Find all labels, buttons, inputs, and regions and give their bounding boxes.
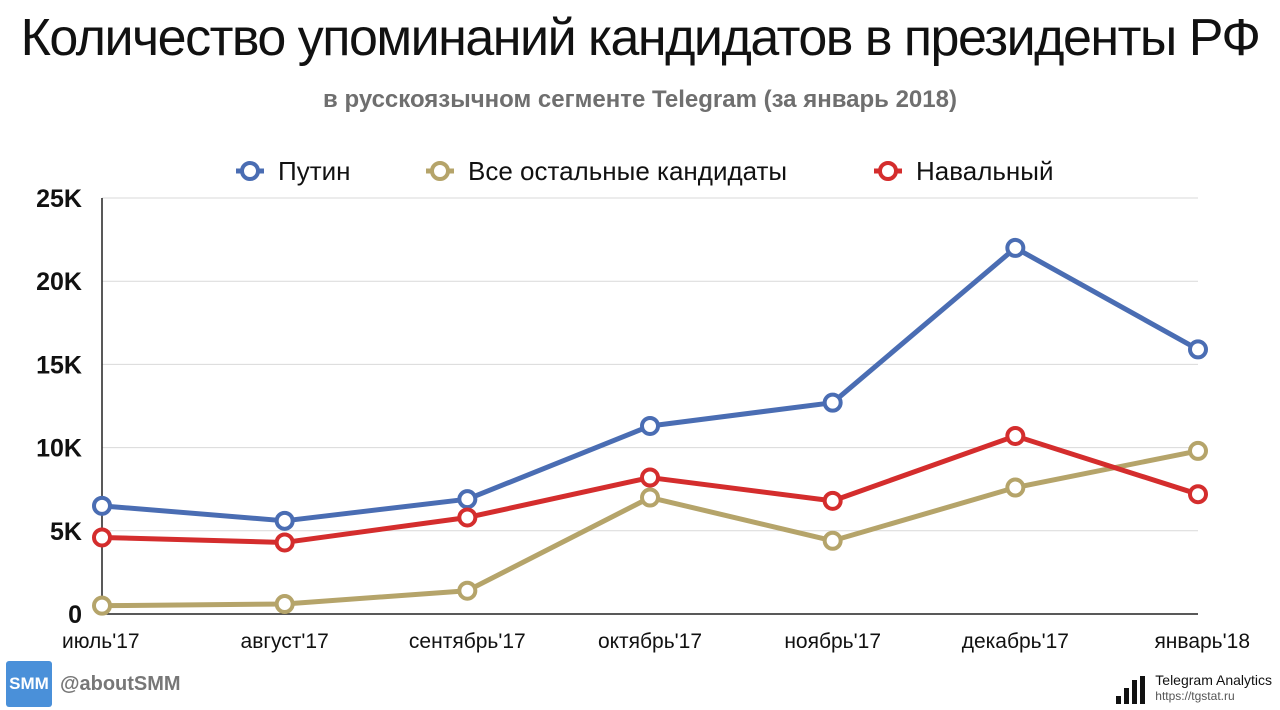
data-point	[92, 495, 112, 516]
source-name: Telegram Analytics	[1155, 672, 1272, 688]
y-tick-label: 5K	[50, 518, 82, 546]
data-point	[1005, 237, 1026, 258]
x-tick-label: октябрь'17	[598, 630, 702, 653]
x-tick-label: сентябрь'17	[409, 630, 526, 653]
data-point	[1005, 477, 1026, 498]
x-tick-label: август'17	[241, 630, 329, 653]
x-tick-label: декабрь'17	[962, 630, 1069, 653]
chart-subtitle: в русскоязычном сегменте Telegram (за ян…	[323, 86, 957, 113]
data-point	[822, 490, 843, 511]
data-point	[1005, 425, 1026, 446]
legend-swatch-marker	[430, 161, 450, 181]
data-point	[640, 467, 660, 488]
data-point	[274, 594, 295, 615]
data-point	[457, 580, 478, 601]
data-point	[274, 510, 295, 531]
y-tick-label: 15K	[36, 351, 82, 379]
author-handle: @aboutSMM	[60, 672, 181, 695]
author-badge: SMM @aboutSMM	[6, 660, 181, 708]
legend-label: Все остальные кандидаты	[468, 156, 787, 186]
data-point	[92, 595, 112, 616]
data-point	[92, 527, 112, 548]
data-point	[274, 532, 295, 553]
x-tick-label: ноябрь'17	[784, 630, 881, 653]
data-point	[822, 530, 843, 551]
y-tick-label: 10K	[36, 435, 82, 463]
legend-swatch-marker	[878, 161, 898, 181]
legend-label: Путин	[278, 156, 350, 186]
source-url: https://tgstat.ru	[1155, 689, 1235, 703]
smm-logo: SMM	[6, 661, 52, 707]
y-tick-label: 0	[68, 601, 82, 629]
y-tick-label: 20K	[36, 268, 82, 296]
source-badge: Telegram Analytics https://tgstat.ru	[1116, 672, 1272, 704]
data-point	[640, 415, 660, 436]
data-point	[640, 487, 660, 508]
bar-chart-icon	[1116, 676, 1146, 704]
data-point	[1188, 484, 1208, 505]
data-point	[457, 489, 478, 510]
legend-label: Навальный	[916, 156, 1054, 186]
chart-title: Количество упоминаний кандидатов в прези…	[20, 9, 1261, 67]
data-point	[1188, 339, 1208, 360]
data-point	[822, 392, 843, 413]
data-point	[1188, 440, 1208, 461]
x-tick-label: июль'17	[62, 630, 140, 653]
x-tick-label: январь'18	[1154, 630, 1250, 653]
legend-swatch-marker	[240, 161, 260, 181]
y-tick-label: 25K	[36, 185, 82, 213]
data-point	[457, 507, 478, 528]
